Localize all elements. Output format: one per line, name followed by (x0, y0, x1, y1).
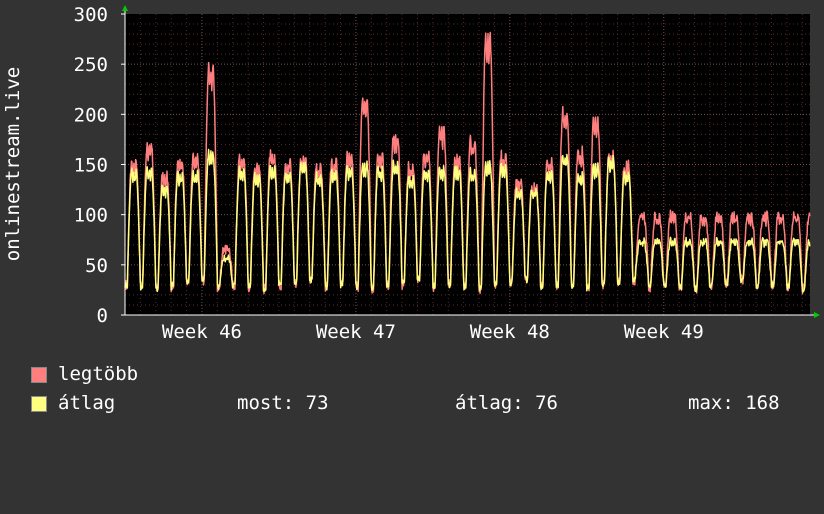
x-tick-label: Week 47 (316, 321, 396, 343)
series-layer (124, 31, 811, 295)
y-tick-label: 0 (97, 305, 108, 327)
stat-max: max: 168 (688, 392, 780, 414)
legend-label-max: legtöbb (58, 363, 139, 385)
series-line-atlag (124, 148, 811, 293)
legend-item-avg: átlag most: 73 átlag: 76 max: 168 (31, 393, 811, 413)
x-tick-label: Week 49 (624, 321, 704, 343)
y-axis-label: onlinestream.live (2, 67, 24, 261)
y-tick-label: 150 (74, 155, 108, 177)
y-axis-arrow (122, 5, 128, 11)
legend-item-max: legtöbb (31, 364, 138, 384)
tick-labels: 0 50 100 150 200 250 300 Week 46 Week 47 Week 48 W… (74, 4, 704, 343)
y-tick-label: 100 (74, 205, 108, 227)
legend-swatch-avg (31, 396, 47, 412)
stat-most: most: 73 (237, 392, 329, 414)
legend-swatch-max (31, 367, 47, 383)
y-tick-label: 250 (74, 54, 108, 76)
x-axis-arrow (814, 312, 820, 318)
y-tick-label: 50 (85, 255, 108, 277)
y-tick-label: 300 (74, 4, 108, 26)
legend-label-avg: átlag (58, 392, 116, 414)
x-tick-label: Week 48 (470, 321, 550, 343)
x-tick-label: Week 46 (162, 321, 242, 343)
axes (121, 5, 820, 318)
y-tick-label: 200 (74, 104, 108, 126)
stat-atlag: átlag: 76 (455, 392, 558, 414)
line-chart: 0 50 100 150 200 250 300 Week 46 Week 47 Week 48 W… (2, 4, 820, 343)
